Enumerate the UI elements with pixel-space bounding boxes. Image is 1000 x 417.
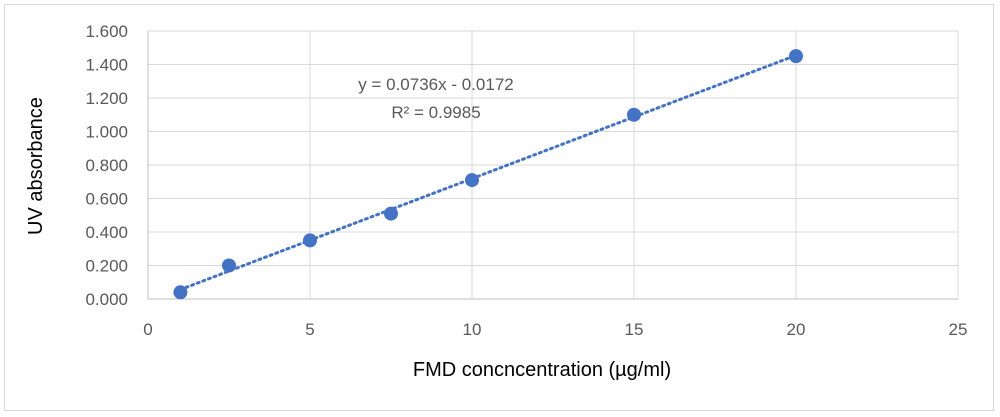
trendline: [178, 53, 798, 292]
y-tick-label: 1.400: [85, 56, 128, 75]
data-point: [465, 173, 479, 188]
trendline-equation: y = 0.0736x - 0.0172: [358, 75, 513, 94]
chart-frame: [4, 4, 994, 411]
axes: [147, 31, 958, 300]
tick-labels: 0.000 0.200 0.400 0.600 0.800 1.000 1.200 1.400…: [85, 22, 967, 339]
data-point: [384, 206, 398, 221]
x-tick-label: 20: [787, 320, 806, 339]
data-point: [173, 285, 188, 300]
y-tick-label: 0.000: [85, 290, 128, 309]
y-tick-label: 0.200: [85, 257, 128, 276]
trendline-line: [178, 53, 798, 292]
x-axis-title: FMD concncentration (µg/ml): [413, 359, 671, 381]
y-tick-label: 0.400: [85, 223, 128, 242]
data-point: [789, 49, 803, 64]
y-tick-label: 0.800: [85, 156, 128, 175]
y-tick-label: 1.200: [85, 89, 128, 108]
trendline-r-squared: R² = 0.9985: [391, 103, 480, 122]
x-tick-label: 15: [625, 320, 644, 339]
data-points: [173, 49, 803, 300]
y-tick-label: 1.000: [85, 123, 128, 142]
data-point: [303, 233, 317, 248]
data-point: [627, 107, 641, 122]
y-axis-title: UV absorbance: [25, 97, 47, 235]
x-tick-label: 0: [143, 320, 152, 339]
gridlines: [148, 30, 959, 299]
x-tick-label: 25: [949, 320, 968, 339]
x-tick-label: 5: [305, 320, 314, 339]
x-tick-label: 10: [463, 320, 482, 339]
y-tick-label: 1.600: [85, 22, 128, 41]
y-tick-label: 0.600: [85, 190, 128, 209]
data-point: [222, 258, 236, 273]
